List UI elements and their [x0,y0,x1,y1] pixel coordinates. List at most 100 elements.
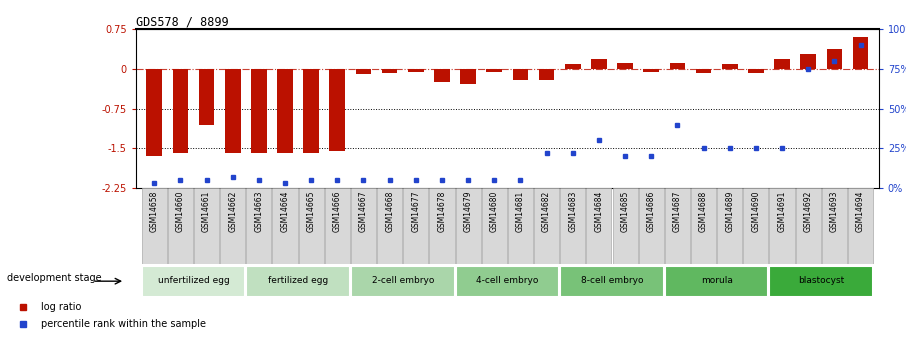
Text: GSM14688: GSM14688 [699,190,708,231]
Bar [251,69,266,152]
Bar [586,188,612,264]
Bar [565,64,581,69]
Bar [299,188,323,264]
Bar [273,188,297,264]
Text: GSM14693: GSM14693 [830,190,839,232]
Text: GSM14681: GSM14681 [516,190,525,231]
Bar [560,266,664,297]
Bar [508,188,533,264]
Text: 8-cell embryo: 8-cell embryo [581,276,643,285]
Text: GSM14668: GSM14668 [385,190,394,232]
Text: GSM14665: GSM14665 [306,190,315,232]
Bar [220,188,246,264]
Bar [513,69,528,80]
Bar [826,49,843,69]
Bar [591,59,607,69]
Bar [460,69,476,84]
Text: GSM14658: GSM14658 [149,190,159,232]
Bar [769,266,873,297]
Text: GSM14694: GSM14694 [856,190,865,232]
Text: GSM14683: GSM14683 [568,190,577,232]
Bar [377,188,402,264]
Text: percentile rank within the sample: percentile rank within the sample [41,319,206,329]
Bar [643,69,659,72]
Bar [434,69,449,82]
Text: 4-cell embryo: 4-cell embryo [477,276,538,285]
Bar [330,69,345,151]
Bar [848,188,873,264]
Bar [822,188,847,264]
Bar [487,69,502,72]
Bar [225,69,240,152]
Text: GSM14677: GSM14677 [411,190,420,232]
Bar [800,54,816,69]
Text: GSM14687: GSM14687 [673,190,682,232]
Bar [147,69,162,156]
Text: morula: morula [700,276,733,285]
Bar [696,69,711,73]
Bar [351,266,455,297]
Bar [691,188,716,264]
Text: GDS578 / 8899: GDS578 / 8899 [136,15,228,28]
Bar [198,69,215,125]
Bar [304,69,319,152]
Bar [324,188,350,264]
Text: GSM14690: GSM14690 [751,190,760,232]
Text: 2-cell embryo: 2-cell embryo [371,276,434,285]
Bar [639,188,664,264]
Bar [482,188,506,264]
Bar [617,63,633,69]
Text: GSM14661: GSM14661 [202,190,211,232]
Bar [277,69,293,152]
Bar [718,188,742,264]
Bar [168,188,193,264]
Bar [665,188,690,264]
Bar [748,69,764,73]
Text: fertilized egg: fertilized egg [268,276,328,285]
Bar [743,188,768,264]
Bar [194,188,219,264]
Text: GSM14664: GSM14664 [281,190,290,232]
Bar [408,69,424,72]
Bar [429,188,455,264]
Text: GSM14691: GSM14691 [777,190,786,232]
Bar [403,188,429,264]
Bar [456,266,559,297]
Bar [853,37,868,69]
Text: GSM14666: GSM14666 [333,190,342,232]
Bar [141,188,167,264]
Bar [722,64,737,69]
Bar [665,266,768,297]
Bar [172,69,188,152]
Text: GSM14685: GSM14685 [621,190,630,232]
Text: log ratio: log ratio [41,302,82,312]
Bar [456,188,481,264]
Bar [539,69,554,80]
Text: unfertilized egg: unfertilized egg [158,276,229,285]
Text: GSM14667: GSM14667 [359,190,368,232]
Bar [356,69,371,74]
Bar [560,188,585,264]
Text: GSM14686: GSM14686 [647,190,656,232]
Text: GSM14663: GSM14663 [255,190,264,232]
Bar [612,188,638,264]
Text: GSM14689: GSM14689 [725,190,734,232]
Text: GSM14679: GSM14679 [464,190,473,232]
Bar [769,188,795,264]
Bar [246,266,350,297]
Bar [670,63,685,69]
Text: blastocyst: blastocyst [798,276,844,285]
Text: GSM14662: GSM14662 [228,190,237,232]
Text: development stage: development stage [7,273,101,283]
Text: GSM14692: GSM14692 [804,190,813,232]
Text: GSM14684: GSM14684 [594,190,603,232]
Bar [775,59,790,69]
Bar [141,266,246,297]
Text: GSM14678: GSM14678 [438,190,447,232]
Text: GSM14682: GSM14682 [542,190,551,231]
Text: GSM14660: GSM14660 [176,190,185,232]
Text: GSM14680: GSM14680 [490,190,499,232]
Bar [795,188,821,264]
Bar [246,188,272,264]
Bar [534,188,559,264]
